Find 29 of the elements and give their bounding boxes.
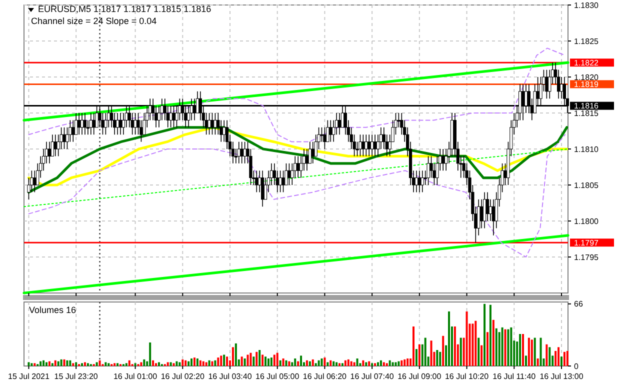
x-tick-label: 16 Jul 05:00 bbox=[256, 372, 300, 381]
x-tick-label: 16 Jul 09:00 bbox=[398, 372, 442, 381]
x-tick-label: 16 Jul 01:00 bbox=[113, 372, 158, 381]
y-tick-label: 1.1800 bbox=[574, 216, 600, 226]
ref-line-label: 1.1822 bbox=[574, 58, 600, 68]
chart-title: Volumes 16 bbox=[29, 305, 76, 315]
y-tick-label: 0 bbox=[574, 362, 579, 371]
ref-line-label: 1.1797 bbox=[574, 238, 600, 248]
y-tick-label: 1.1830 bbox=[574, 0, 600, 10]
y-tick-label: 66 bbox=[574, 300, 584, 309]
ref-line-label: 1.1816 bbox=[574, 102, 600, 111]
x-tick-label: 16 Jul 06:20 bbox=[302, 372, 348, 381]
y-tick-label: 1.1810 bbox=[574, 144, 600, 154]
y-tick-label: 1.1795 bbox=[574, 252, 600, 262]
x-tick-label: 16 Jul 13:00 bbox=[540, 372, 584, 381]
x-tick-label: 16 Jul 07:40 bbox=[350, 372, 394, 381]
y-tick-label: 1.1815 bbox=[574, 108, 600, 118]
y-tick-label: 1.1820 bbox=[574, 72, 600, 82]
x-tick-label: 16 Jul 10:20 bbox=[444, 372, 490, 381]
x-tick-label: 15 Jul 23:20 bbox=[54, 372, 98, 381]
x-tick-label: 16 Jul 02:20 bbox=[160, 372, 205, 381]
y-tick-label: 1.1825 bbox=[574, 36, 600, 46]
x-tick-label: 16 Jul 11:40 bbox=[492, 372, 536, 381]
ref-line-label: 1.1819 bbox=[574, 80, 600, 89]
chart-title: EURUSD,M5 1.1817 1.1817 1.1815 1.1816 bbox=[38, 4, 212, 14]
x-tick-label: 15 Jul 2021 bbox=[8, 372, 50, 381]
x-tick-label: 16 Jul 03:40 bbox=[208, 372, 252, 381]
text: Channel size = 24 Slope = 0.04 bbox=[31, 16, 157, 26]
y-tick-label: 1.1805 bbox=[574, 180, 600, 190]
